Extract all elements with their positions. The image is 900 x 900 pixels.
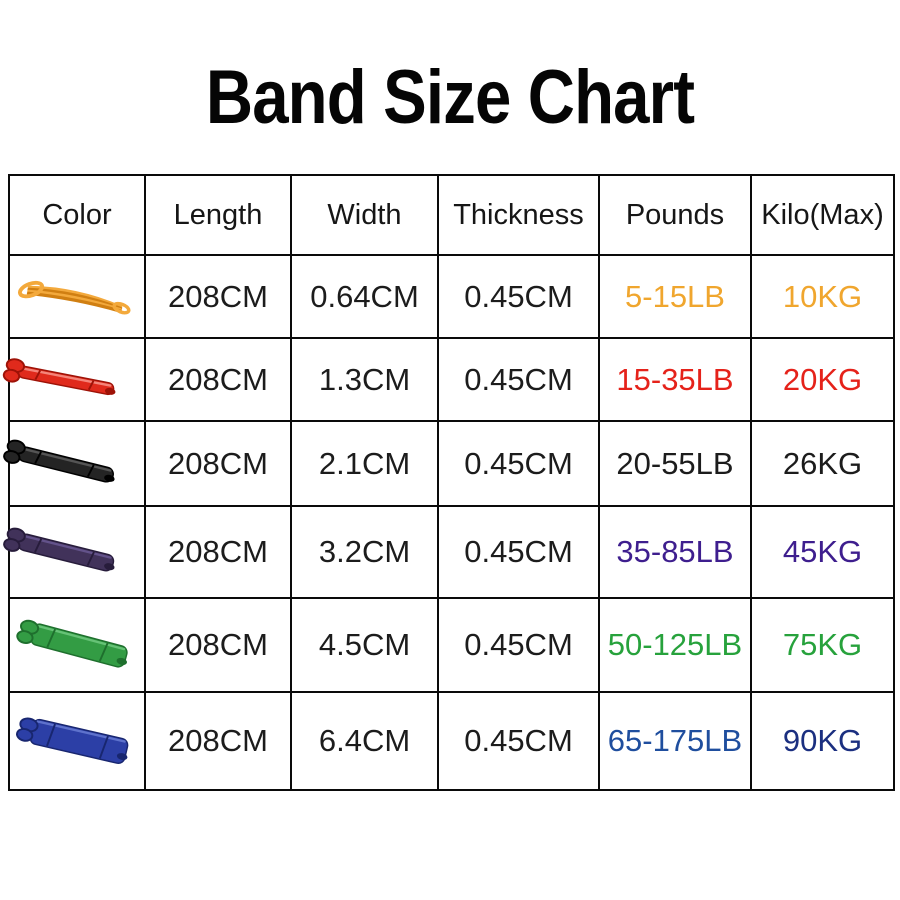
column-header-thickness: Thickness (437, 174, 600, 256)
band-image-cell-red (2, 337, 146, 422)
thickness-cell: 0.45CM (437, 505, 600, 599)
pounds-cell: 50-125LB (598, 597, 752, 693)
band-image-cell-blue (8, 691, 146, 791)
kilo-max-cell: 75KG (750, 597, 895, 693)
pounds-cell: 15-35LB (598, 337, 752, 422)
length-cell: 208CM (144, 420, 292, 507)
band-image-cell-purple (3, 505, 146, 599)
kilo-max-cell: 20KG (750, 337, 895, 422)
kilo-max-cell: 26KG (750, 420, 895, 507)
column-header-kilo-max: Kilo(Max) (750, 174, 895, 256)
purple-band-icon (3, 527, 115, 572)
length-cell: 208CM (144, 505, 292, 599)
length-cell: 208CM (144, 337, 292, 422)
table-row-blue: 208CM 6.4CM 0.45CM 65-175LB 90KG (8, 691, 895, 791)
column-header-pounds: Pounds (598, 174, 752, 256)
table-body: 208CM 0.64CM 0.45CM 5-15LB 10KG 208CM 1.3CM 0.4… (2, 254, 895, 791)
thickness-cell: 0.45CM (437, 254, 600, 339)
column-header-length: Length (144, 174, 292, 256)
band-image-cell-black (3, 420, 146, 507)
band-size-table: Color Length Width Thickness Pounds Kilo(Max)… (2, 174, 895, 791)
pounds-cell: 5-15LB (598, 254, 752, 339)
table-header-row: Color Length Width Thickness Pounds Kilo(Max) (8, 174, 895, 256)
table-row-purple: 208CM 3.2CM 0.45CM 35-85LB 45KG (3, 505, 895, 599)
width-cell: 2.1CM (290, 420, 439, 507)
width-cell: 4.5CM (290, 597, 439, 693)
thickness-cell: 0.45CM (437, 337, 600, 422)
band-image-cell-green (8, 597, 146, 693)
column-header-color: Color (8, 174, 146, 256)
width-cell: 1.3CM (290, 337, 439, 422)
length-cell: 208CM (144, 691, 292, 791)
kilo-max-cell: 90KG (750, 691, 895, 791)
kilo-max-cell: 45KG (750, 505, 895, 599)
table-header: Color Length Width Thickness Pounds Kilo(Max) (8, 174, 895, 256)
length-cell: 208CM (144, 597, 292, 693)
kilo-max-cell: 10KG (750, 254, 895, 339)
green-band-icon (16, 619, 128, 668)
table-row-green: 208CM 4.5CM 0.45CM 50-125LB 75KG (8, 597, 895, 693)
red-band-icon (2, 357, 116, 395)
thickness-cell: 0.45CM (437, 597, 600, 693)
table-row-black: 208CM 2.1CM 0.45CM 20-55LB 26KG (3, 420, 895, 507)
pounds-cell: 20-55LB (598, 420, 752, 507)
width-cell: 0.64CM (290, 254, 439, 339)
black-band-icon (3, 439, 115, 483)
column-header-width: Width (290, 174, 439, 256)
blue-band-icon (16, 717, 129, 765)
yellow-band-icon (17, 280, 131, 314)
pounds-cell: 35-85LB (598, 505, 752, 599)
thickness-cell: 0.45CM (437, 691, 600, 791)
table-row-yellow: 208CM 0.64CM 0.45CM 5-15LB 10KG (8, 254, 895, 339)
width-cell: 3.2CM (290, 505, 439, 599)
thickness-cell: 0.45CM (437, 420, 600, 507)
page-title: Band Size Chart (205, 55, 695, 140)
band-image-cell-yellow (8, 254, 146, 339)
width-cell: 6.4CM (290, 691, 439, 791)
table-row-red: 208CM 1.3CM 0.45CM 15-35LB 20KG (2, 337, 895, 422)
length-cell: 208CM (144, 254, 292, 339)
pounds-cell: 65-175LB (598, 691, 752, 791)
